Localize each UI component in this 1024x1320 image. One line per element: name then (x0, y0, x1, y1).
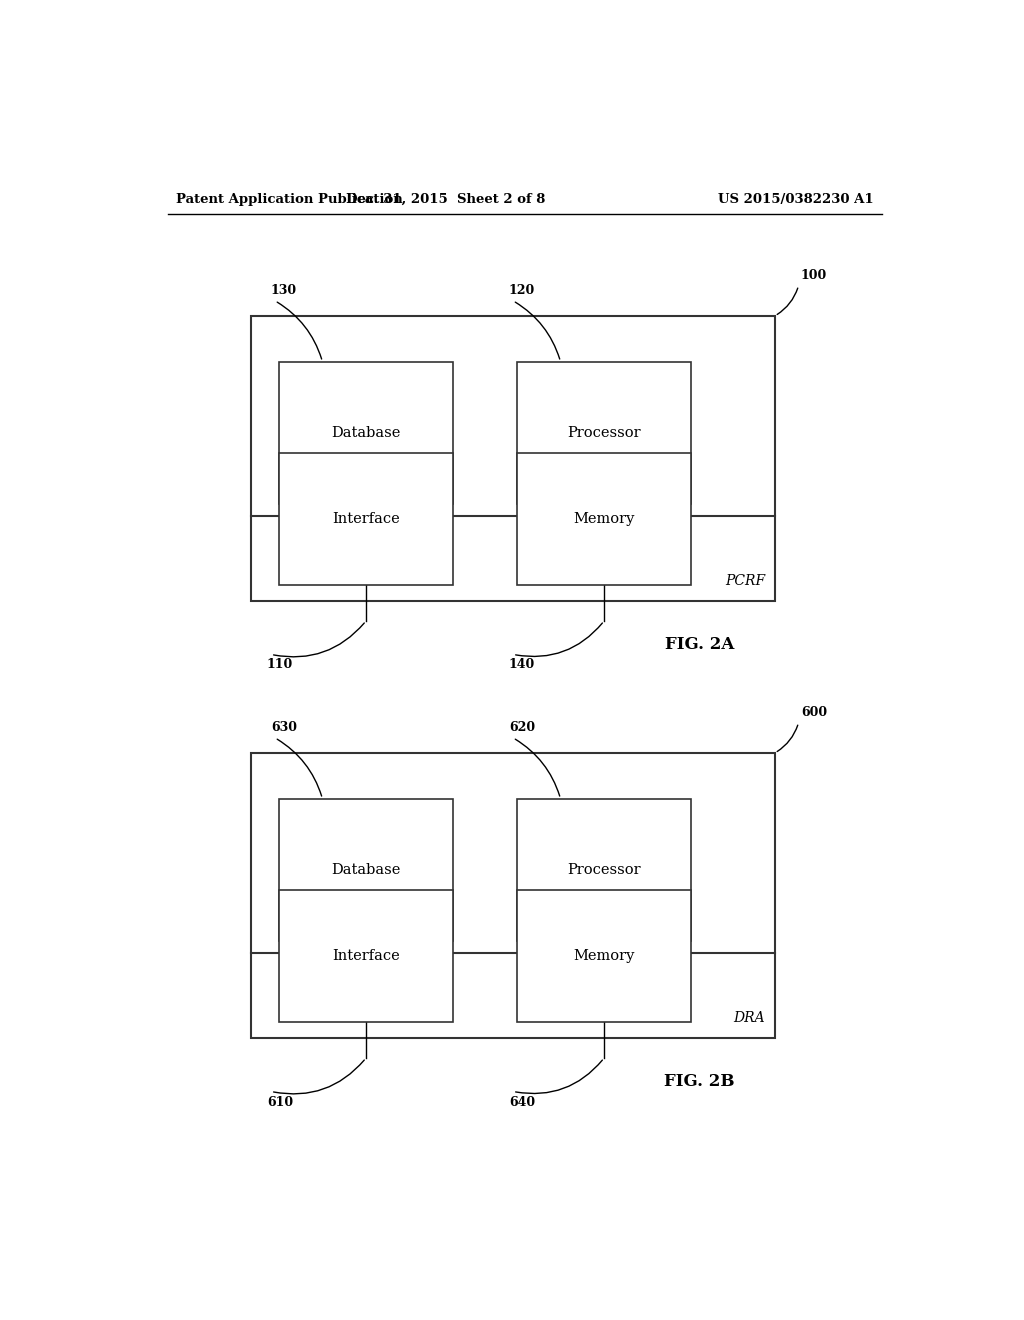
FancyBboxPatch shape (517, 362, 691, 504)
Text: 100: 100 (801, 269, 827, 282)
Text: 630: 630 (270, 721, 297, 734)
FancyBboxPatch shape (251, 752, 775, 1038)
FancyBboxPatch shape (517, 890, 691, 1022)
Text: 600: 600 (801, 706, 827, 719)
Text: Memory: Memory (573, 949, 635, 964)
Text: 110: 110 (267, 659, 293, 672)
Text: FIG. 2A: FIG. 2A (665, 636, 734, 653)
Text: 120: 120 (509, 284, 536, 297)
Text: Processor: Processor (567, 863, 641, 876)
FancyBboxPatch shape (279, 799, 454, 941)
Text: PCRF: PCRF (725, 574, 765, 589)
Text: Processor: Processor (567, 426, 641, 440)
Text: Database: Database (332, 426, 400, 440)
Text: Patent Application Publication: Patent Application Publication (176, 193, 402, 206)
Text: Database: Database (332, 863, 400, 876)
Text: 130: 130 (270, 284, 297, 297)
Text: US 2015/0382230 A1: US 2015/0382230 A1 (719, 193, 873, 206)
Text: Interface: Interface (332, 512, 400, 527)
Text: 620: 620 (509, 721, 536, 734)
Text: Interface: Interface (332, 949, 400, 964)
FancyBboxPatch shape (517, 453, 691, 585)
FancyBboxPatch shape (517, 799, 691, 941)
Text: 610: 610 (267, 1096, 293, 1109)
FancyBboxPatch shape (279, 362, 454, 504)
FancyBboxPatch shape (251, 315, 775, 601)
Text: FIG. 2B: FIG. 2B (665, 1073, 734, 1090)
FancyBboxPatch shape (279, 453, 454, 585)
Text: 640: 640 (509, 1096, 536, 1109)
Text: DRA: DRA (733, 1011, 765, 1026)
FancyBboxPatch shape (279, 890, 454, 1022)
Text: Dec. 31, 2015  Sheet 2 of 8: Dec. 31, 2015 Sheet 2 of 8 (346, 193, 545, 206)
Text: Memory: Memory (573, 512, 635, 527)
Text: 140: 140 (509, 659, 536, 672)
